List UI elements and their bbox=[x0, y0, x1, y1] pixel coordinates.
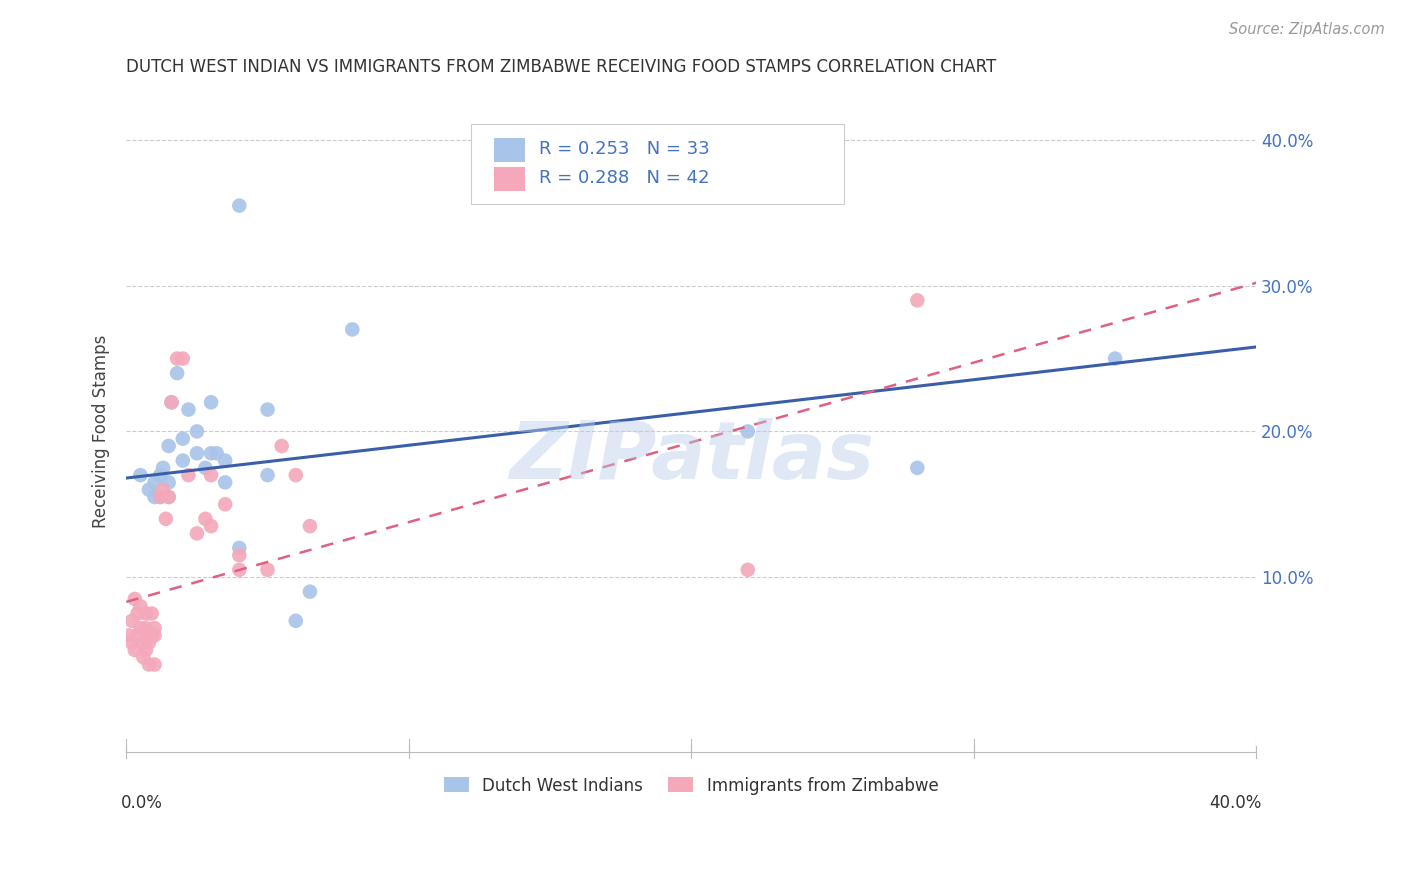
Point bbox=[228, 541, 250, 555]
Point bbox=[298, 519, 321, 533]
FancyBboxPatch shape bbox=[471, 124, 844, 204]
Text: R = 0.253   N = 33: R = 0.253 N = 33 bbox=[538, 140, 710, 159]
Point bbox=[905, 460, 928, 475]
Y-axis label: Receiving Food Stamps: Receiving Food Stamps bbox=[93, 334, 110, 528]
Point bbox=[214, 497, 236, 511]
Point bbox=[172, 432, 194, 446]
FancyBboxPatch shape bbox=[494, 138, 526, 162]
Point bbox=[256, 563, 278, 577]
Point bbox=[143, 621, 166, 635]
Point bbox=[200, 395, 222, 409]
Text: DUTCH WEST INDIAN VS IMMIGRANTS FROM ZIMBABWE RECEIVING FOOD STAMPS CORRELATION : DUTCH WEST INDIAN VS IMMIGRANTS FROM ZIM… bbox=[127, 58, 997, 76]
Point bbox=[149, 490, 172, 504]
Legend: Dutch West Indians, Immigrants from Zimbabwe: Dutch West Indians, Immigrants from Zimb… bbox=[437, 770, 945, 801]
Point bbox=[124, 591, 146, 606]
Point bbox=[149, 468, 172, 483]
Point bbox=[172, 351, 194, 366]
Point bbox=[138, 657, 160, 672]
Point bbox=[127, 628, 149, 642]
Point bbox=[200, 468, 222, 483]
Point bbox=[135, 607, 157, 621]
Point bbox=[228, 548, 250, 562]
Point bbox=[143, 490, 166, 504]
Text: 0.0%: 0.0% bbox=[121, 794, 163, 812]
Point bbox=[132, 635, 155, 649]
Point bbox=[143, 628, 166, 642]
Point bbox=[157, 490, 180, 504]
Text: 40.0%: 40.0% bbox=[1209, 794, 1263, 812]
Point bbox=[160, 395, 183, 409]
Point bbox=[157, 490, 180, 504]
Point bbox=[214, 453, 236, 467]
Point bbox=[737, 425, 759, 439]
Point bbox=[129, 621, 152, 635]
Point bbox=[118, 628, 141, 642]
Point bbox=[149, 490, 172, 504]
Point bbox=[141, 607, 163, 621]
Point bbox=[284, 468, 307, 483]
Point bbox=[143, 475, 166, 490]
Point bbox=[129, 599, 152, 614]
FancyBboxPatch shape bbox=[494, 167, 526, 191]
Point bbox=[138, 635, 160, 649]
Point bbox=[200, 519, 222, 533]
Point bbox=[121, 614, 143, 628]
Point bbox=[194, 460, 217, 475]
Point bbox=[228, 199, 250, 213]
Point bbox=[737, 563, 759, 577]
Point bbox=[152, 460, 174, 475]
Point bbox=[298, 584, 321, 599]
Point bbox=[1104, 351, 1126, 366]
Text: ZIPatlas: ZIPatlas bbox=[509, 418, 873, 496]
Point bbox=[132, 650, 155, 665]
Point bbox=[166, 351, 188, 366]
Point bbox=[157, 439, 180, 453]
Point bbox=[205, 446, 228, 460]
Point bbox=[135, 643, 157, 657]
Point bbox=[214, 475, 236, 490]
Point bbox=[186, 425, 208, 439]
Point bbox=[157, 475, 180, 490]
Point bbox=[135, 621, 157, 635]
Text: R = 0.288   N = 42: R = 0.288 N = 42 bbox=[538, 169, 709, 187]
Point bbox=[129, 468, 152, 483]
Point bbox=[186, 526, 208, 541]
Point bbox=[177, 402, 200, 417]
Point bbox=[177, 468, 200, 483]
Point bbox=[121, 635, 143, 649]
Point bbox=[256, 402, 278, 417]
Text: Source: ZipAtlas.com: Source: ZipAtlas.com bbox=[1229, 22, 1385, 37]
Point bbox=[194, 512, 217, 526]
Point bbox=[342, 322, 364, 336]
Point bbox=[152, 483, 174, 497]
Point bbox=[166, 366, 188, 380]
Point bbox=[172, 453, 194, 467]
Point bbox=[228, 563, 250, 577]
Point bbox=[160, 395, 183, 409]
Point bbox=[905, 293, 928, 308]
Point bbox=[141, 628, 163, 642]
Point bbox=[143, 657, 166, 672]
Point bbox=[200, 446, 222, 460]
Point bbox=[256, 468, 278, 483]
Point bbox=[124, 643, 146, 657]
Point bbox=[284, 614, 307, 628]
Point bbox=[270, 439, 292, 453]
Point bbox=[186, 446, 208, 460]
Point bbox=[138, 483, 160, 497]
Point bbox=[127, 607, 149, 621]
Point bbox=[155, 512, 177, 526]
